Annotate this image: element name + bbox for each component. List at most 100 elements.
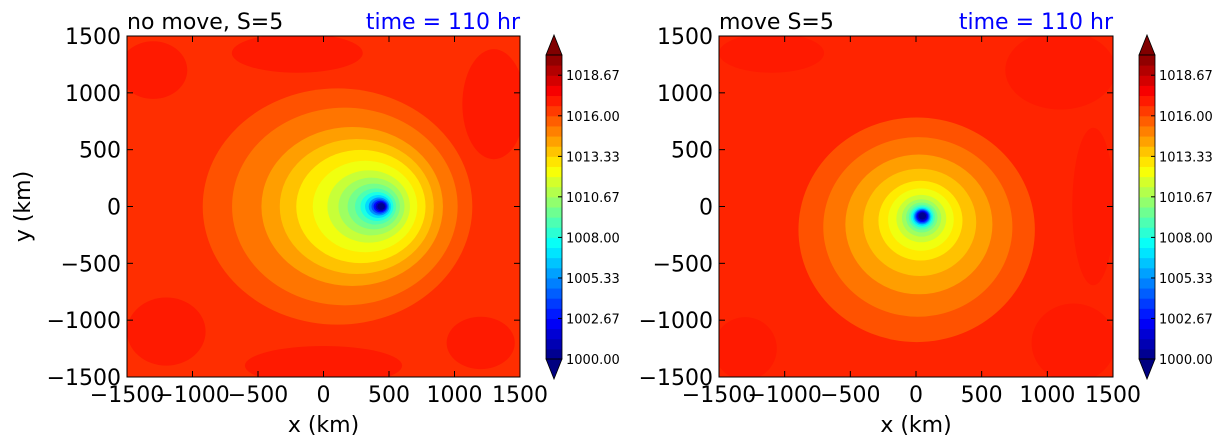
colorbar-band (1139, 55, 1155, 66)
colorbar-tick-label: 1008.00 (566, 231, 620, 246)
pressure-field (127, 36, 520, 377)
x-tick-label: 500 (961, 383, 1003, 408)
high-pressure-patch (719, 36, 825, 73)
colorbar-extend-max (545, 33, 563, 56)
colorbar-band (546, 267, 562, 279)
colorbar-band (546, 257, 562, 269)
colorbar-band (546, 95, 562, 107)
colorbar-band (546, 125, 562, 137)
colorbar-band (546, 338, 562, 350)
colorbar-band (1139, 277, 1155, 289)
y-tick-label: −1500 (47, 366, 121, 391)
colorbar-band (546, 156, 562, 167)
y-tick-label: 1500 (657, 25, 713, 50)
colorbar-tick-label: 1016.00 (566, 110, 620, 125)
colorbar-band (1139, 247, 1155, 259)
y-tick-label: −1500 (639, 366, 713, 391)
panel-time-label: time = 110 hr (959, 10, 1114, 35)
colorbar-tick-label: 1000.00 (566, 353, 620, 368)
panel-move: −1500−1000−500 0 500 1000 1500−1500−1000−500… (639, 10, 1213, 438)
colorbar-band (546, 115, 562, 127)
colorbar-band (1139, 267, 1155, 279)
y-tick-label: 1500 (65, 25, 121, 50)
high-pressure-patch (446, 316, 515, 370)
colorbar-tick-label: 1013.33 (566, 150, 620, 165)
y-tick-label: 500 (671, 139, 713, 164)
colorbar-tick-label: 1010.67 (1159, 191, 1213, 206)
panel-title: move S=5 (719, 10, 834, 35)
y-tick-label: −1000 (47, 309, 121, 334)
x-axis-label: x (km) (288, 413, 359, 438)
colorbar-band (1139, 318, 1155, 330)
colorbar-band (1139, 186, 1155, 198)
x-tick-label: 1000 (1019, 383, 1075, 408)
x-tick-label: 0 (909, 383, 923, 408)
high-pressure-patch (1072, 127, 1113, 286)
colorbar-extend-min (1138, 358, 1156, 381)
colorbar-tick-label: 1016.00 (1159, 110, 1213, 125)
colorbar-band (546, 55, 562, 66)
colorbar-band (1139, 217, 1155, 228)
colorbar-extend-min (545, 358, 563, 381)
high-pressure-patch (462, 49, 520, 160)
colorbar-tick-label: 1008.00 (1159, 231, 1213, 246)
y-tick-label: 1000 (657, 82, 713, 107)
x-tick-label: 1000 (427, 383, 483, 408)
colorbar-band (546, 318, 562, 330)
y-tick-label: 0 (107, 196, 121, 221)
colorbar-tick-label: 1002.67 (1159, 312, 1213, 327)
colorbar-extend-max (1138, 33, 1156, 56)
pressure-contour (918, 212, 927, 220)
colorbar-tick-label: 1010.67 (566, 191, 620, 206)
y-tick-label: 500 (79, 139, 121, 164)
colorbar-band (1139, 156, 1155, 167)
colorbar-band (1139, 146, 1155, 157)
colorbar-band (546, 136, 562, 147)
colorbar-tick-label: 1000.00 (1159, 353, 1213, 368)
colorbar-band (1139, 227, 1155, 238)
colorbar-band (1139, 115, 1155, 127)
y-tick-label: −1000 (639, 309, 713, 334)
colorbar-tick-label: 1005.33 (1159, 272, 1213, 287)
colorbar-band (546, 298, 562, 309)
x-axis-label: x (km) (880, 413, 951, 438)
y-tick-label: −500 (61, 252, 121, 277)
x-tick-label: −1000 (155, 383, 229, 408)
x-tick-label: −500 (228, 383, 288, 408)
colorbar-band (546, 75, 562, 86)
colorbar-band (546, 277, 562, 289)
colorbar-band (546, 196, 562, 208)
colorbar-band (546, 237, 562, 249)
colorbar-band (1139, 298, 1155, 309)
y-tick-label: 1000 (65, 82, 121, 107)
colorbar-band (1139, 136, 1155, 147)
colorbar-band (1139, 207, 1155, 218)
high-pressure-patch (719, 317, 777, 377)
x-tick-label: 0 (317, 383, 331, 408)
panel-no-move: −1500−1000−500 0 500 1000 1500−1500−1000−500… (11, 10, 620, 438)
colorbar-band (546, 85, 562, 97)
colorbar-frame (545, 54, 563, 360)
colorbar-band (1139, 166, 1155, 178)
colorbar-band (1139, 85, 1155, 97)
colorbar-band (1139, 237, 1155, 249)
x-tick-label: 500 (368, 383, 410, 408)
colorbar-tick-label: 1018.67 (566, 69, 620, 84)
high-pressure-patch (1031, 303, 1113, 377)
colorbar-tick-label: 1002.67 (566, 312, 620, 327)
high-pressure-patch (244, 345, 403, 377)
colorbar-tick-label: 1005.33 (566, 272, 620, 287)
x-tick-label: −1500 (682, 383, 756, 408)
colorbar-band (546, 105, 562, 117)
high-pressure-patch (231, 36, 363, 73)
colorbar-band (546, 146, 562, 157)
panel-title: no move, S=5 (127, 10, 283, 35)
colorbar-band (546, 176, 562, 188)
colorbar-band (1139, 95, 1155, 107)
colorbar-band (1139, 196, 1155, 208)
high-pressure-patch (127, 41, 188, 99)
pressure-contour (377, 203, 386, 210)
colorbar-frame (1138, 54, 1156, 360)
high-pressure-patch (127, 297, 206, 366)
